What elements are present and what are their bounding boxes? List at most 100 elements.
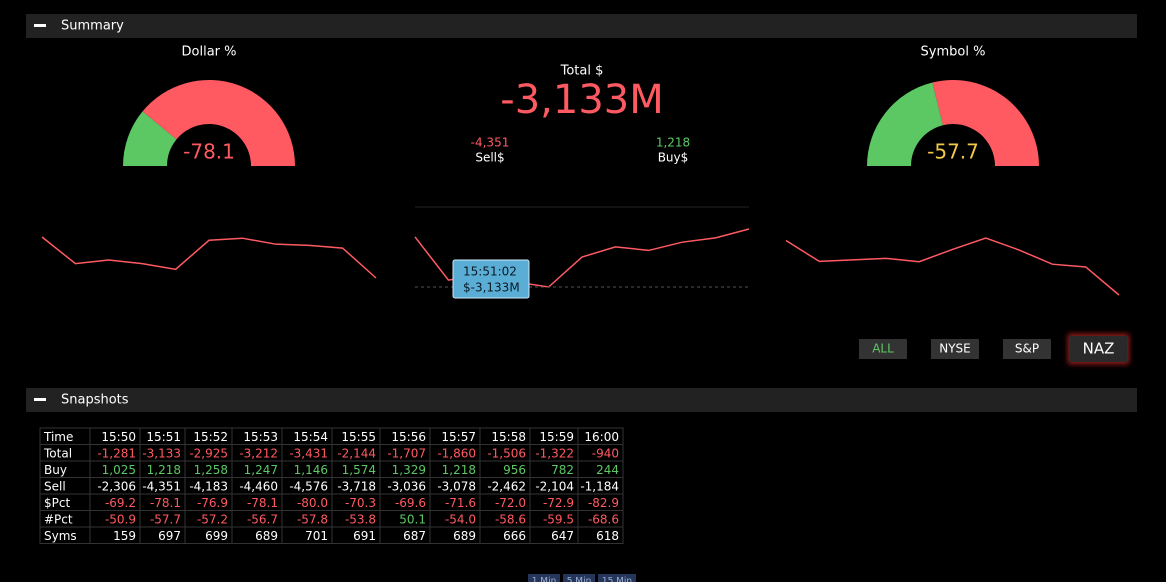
- table-value: -2,306: [97, 479, 136, 493]
- gauge-green: [123, 111, 177, 166]
- collapse-icon[interactable]: [34, 398, 46, 401]
- table-value: -4,183: [189, 479, 228, 493]
- buy-value: 1,218: [656, 136, 690, 150]
- table-value: 244: [596, 463, 619, 477]
- table-header: 16:00: [584, 430, 619, 444]
- table-value: 697: [158, 529, 181, 543]
- table-value: -2,144: [337, 446, 376, 460]
- table-value: Total: [43, 446, 72, 460]
- table-value: -4,576: [289, 479, 328, 493]
- table-value: 1,329: [392, 463, 426, 477]
- table-value: -3,078: [437, 479, 476, 493]
- table-value: -57.7: [150, 512, 181, 526]
- interval-label: 1 Min: [532, 577, 557, 582]
- table-value: #Pct: [44, 512, 73, 526]
- total-value: -3,133M: [500, 77, 663, 123]
- table-value: 1,146: [294, 463, 328, 477]
- snapshots-title: Snapshots: [61, 393, 129, 408]
- table-value: 691: [353, 529, 376, 543]
- table-value: -68.6: [588, 512, 619, 526]
- table-value: 50.1: [399, 512, 426, 526]
- table-header: 15:54: [293, 430, 328, 444]
- table-value: 689: [453, 529, 476, 543]
- table-value: -1,860: [437, 446, 476, 460]
- table-value: 666: [503, 529, 526, 543]
- buy-label: Buy$: [658, 151, 689, 165]
- table-value: -3,431: [289, 446, 328, 460]
- table-header: Time: [43, 430, 73, 444]
- table-value: 159: [113, 529, 136, 543]
- table-value: -72.0: [495, 496, 526, 510]
- interval-label: 15 Min: [602, 577, 632, 582]
- table-value: Syms: [44, 529, 77, 543]
- interval-button[interactable]: [598, 574, 636, 582]
- table-value: -1,281: [97, 446, 136, 460]
- table-header: 15:50: [101, 430, 136, 444]
- table-value: -78.1: [247, 496, 278, 510]
- filter-label: ALL: [872, 342, 894, 356]
- sparkline: [41, 236, 377, 279]
- interval-button[interactable]: [563, 574, 595, 582]
- interval-button[interactable]: [528, 574, 560, 582]
- table-header: 15:56: [391, 430, 426, 444]
- table-value: -57.8: [297, 512, 328, 526]
- table-value: -69.6: [395, 496, 426, 510]
- table-header: 15:59: [539, 430, 574, 444]
- summary-header[interactable]: [26, 14, 1137, 38]
- table-header: 15:52: [193, 430, 228, 444]
- filter-label: NYSE: [939, 342, 971, 356]
- table-value: -4,460: [239, 479, 278, 493]
- table-value: 1,258: [194, 463, 228, 477]
- table-value: -59.5: [543, 512, 574, 526]
- table-value: -82.9: [588, 496, 619, 510]
- table-value: -940: [592, 446, 619, 460]
- filter-button[interactable]: [1003, 339, 1051, 359]
- filter-button[interactable]: [1070, 336, 1127, 362]
- table-value: 701: [305, 529, 328, 543]
- table-value: -1,707: [387, 446, 426, 460]
- table-value: -78.1: [150, 496, 181, 510]
- filter-button[interactable]: [859, 339, 907, 359]
- table-value: -53.8: [345, 512, 376, 526]
- tooltip: 15:51:02 $-3,133M: [452, 259, 530, 299]
- table-value: 689: [255, 529, 278, 543]
- table-header: 15:51: [146, 430, 181, 444]
- table-value: $Pct: [44, 496, 70, 510]
- snapshots-header[interactable]: [26, 388, 1137, 412]
- table-value: -56.7: [247, 512, 278, 526]
- table-value: 1,247: [244, 463, 278, 477]
- table-value: -72.9: [543, 496, 574, 510]
- table-value: -2,104: [535, 479, 574, 493]
- table-value: -3,133: [142, 446, 181, 460]
- table-value: -58.6: [495, 512, 526, 526]
- table-value: -50.9: [105, 512, 136, 526]
- filter-label: NAZ: [1083, 340, 1115, 358]
- table-value: -2,925: [189, 446, 228, 460]
- table-value: 618: [596, 529, 619, 543]
- table-value: 1,218: [442, 463, 476, 477]
- table-cell: [577, 526, 624, 544]
- tooltip-time: 15:51:02: [463, 265, 517, 279]
- filter-button[interactable]: [931, 339, 979, 359]
- table-value: -70.3: [345, 496, 376, 510]
- table-value: Sell: [44, 479, 66, 493]
- table-value: 699: [205, 529, 228, 543]
- table-value: -76.9: [197, 496, 228, 510]
- tooltip-value: $-3,133M: [463, 281, 520, 295]
- collapse-icon[interactable]: [34, 24, 46, 27]
- table-header: 15:55: [341, 430, 376, 444]
- table-value: -54.0: [445, 512, 476, 526]
- sell-value: -4,351: [471, 136, 510, 150]
- gauge-value: -57.7: [927, 140, 979, 164]
- table-value: Buy: [44, 463, 67, 477]
- table-value: -1,322: [535, 446, 574, 460]
- table-value: -69.2: [105, 496, 136, 510]
- table-value: -1,184: [580, 479, 619, 493]
- summary-title: Summary: [61, 19, 124, 34]
- table-value: 1,574: [342, 463, 376, 477]
- table-value: -2,462: [487, 479, 526, 493]
- table-value: 647: [551, 529, 574, 543]
- table-value: -3,212: [239, 446, 278, 460]
- table-value: -57.2: [197, 512, 228, 526]
